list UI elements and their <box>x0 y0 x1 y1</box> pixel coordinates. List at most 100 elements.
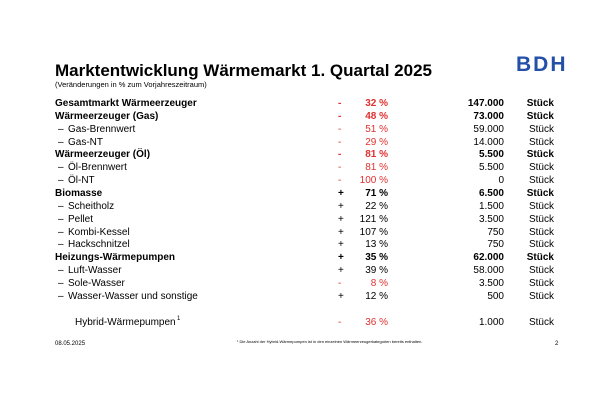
row-label: Biomasse <box>55 187 103 199</box>
unit-count: 6.500 <box>478 187 504 199</box>
logo: BDH <box>516 53 568 76</box>
subtitle: (Veränderungen in % zum Vorjahreszeitrau… <box>55 80 207 89</box>
change-percent: 48 % <box>365 110 388 122</box>
change-sign: + <box>338 252 344 264</box>
change-percent: 71 % <box>365 187 388 199</box>
row-label: Hackschnitzel <box>68 239 130 251</box>
unit-count: 1.000 <box>478 317 504 328</box>
change-percent: 12 % <box>365 290 388 302</box>
row-dash: – <box>58 226 64 238</box>
unit: Stück <box>526 252 554 264</box>
unit-count: 1.500 <box>478 200 504 212</box>
change-sign: - <box>338 110 342 122</box>
unit: Stück <box>528 290 554 302</box>
row-label: Wasser-Wasser und sonstige <box>68 290 198 302</box>
change-percent: 8 % <box>370 277 388 289</box>
unit: Stück <box>526 110 554 122</box>
unit-count: 750 <box>487 226 504 238</box>
change-sign: + <box>338 239 344 251</box>
row-label: Wärmeerzeuger (Gas) <box>55 110 159 122</box>
footnote: ¹ Die Anzahl der Hybrid-Wärmepumpen ist … <box>237 339 423 344</box>
row-dash: – <box>58 175 64 187</box>
row-dash: – <box>58 277 64 289</box>
row-dash: – <box>58 162 64 174</box>
row-label: Öl-Brennwert <box>68 162 127 174</box>
unit-count: 3.500 <box>478 277 504 289</box>
unit: Stück <box>528 265 554 277</box>
unit-count: 0 <box>498 175 504 187</box>
row-dash: – <box>58 265 64 277</box>
unit-count: 73.000 <box>473 110 504 122</box>
unit: Stück <box>528 239 554 251</box>
change-sign: + <box>338 290 344 302</box>
change-sign: - <box>338 277 342 289</box>
change-percent: 51 % <box>365 123 388 135</box>
unit: Stück <box>526 98 554 109</box>
row-label: Hybrid-Wärmepumpen <box>75 317 176 328</box>
unit-count: 147.000 <box>467 98 504 109</box>
change-sign: - <box>338 317 342 328</box>
unit: Stück <box>528 277 554 289</box>
change-percent: 36 % <box>365 317 388 328</box>
footnote-mark: 1 <box>177 316 181 322</box>
row-label: Gas-NT <box>68 136 103 148</box>
unit: Stück <box>528 317 554 328</box>
change-percent: 100 % <box>359 175 388 187</box>
unit-count: 62.000 <box>473 252 504 264</box>
unit-count: 58.000 <box>473 265 504 277</box>
unit: Stück <box>528 162 554 174</box>
row-label: Gesamtmarkt Wärmeerzeuger <box>55 98 197 109</box>
unit: Stück <box>528 175 554 187</box>
unit-count: 3.500 <box>478 213 504 225</box>
unit: Stück <box>528 123 554 135</box>
unit-count: 500 <box>487 290 504 302</box>
row-label: Wärmeerzeuger (Öl) <box>55 149 151 161</box>
change-sign: - <box>338 175 342 187</box>
change-percent: 81 % <box>365 162 388 174</box>
row-label: Pellet <box>68 213 94 225</box>
row-label: Luft-Wasser <box>68 265 122 277</box>
date: 08.05.2025 <box>55 341 86 347</box>
change-percent: 121 % <box>359 213 388 225</box>
change-percent: 29 % <box>365 136 388 148</box>
row-dash: – <box>58 200 64 212</box>
unit-count: 14.000 <box>473 136 504 148</box>
row-dash: – <box>58 213 64 225</box>
row-dash: – <box>58 136 64 148</box>
row-dash: – <box>58 239 64 251</box>
unit: Stück <box>526 149 554 161</box>
row-dash: – <box>58 123 64 135</box>
change-sign: - <box>338 123 342 135</box>
change-percent: 39 % <box>365 265 388 277</box>
row-label: Öl-NT <box>68 175 95 187</box>
change-percent: 22 % <box>365 200 388 212</box>
change-sign: - <box>338 136 342 148</box>
unit-count: 750 <box>487 239 504 251</box>
change-sign: - <box>338 149 342 161</box>
change-sign: + <box>338 226 344 238</box>
page-number: 2 <box>555 341 559 347</box>
change-sign: + <box>338 213 344 225</box>
row-label: Scheitholz <box>68 200 115 212</box>
row-label: Heizungs-Wärmepumpen <box>55 252 176 264</box>
unit: Stück <box>526 187 554 199</box>
row-label: Gas-Brennwert <box>68 123 136 135</box>
unit: Stück <box>528 213 554 225</box>
row-dash: – <box>58 290 64 302</box>
change-sign: - <box>338 162 342 174</box>
row-label: Sole-Wasser <box>68 277 125 289</box>
title: Marktentwicklung Wärmemarkt 1. Quartal 2… <box>55 61 432 80</box>
change-sign: - <box>338 98 342 109</box>
change-percent: 81 % <box>365 149 388 161</box>
row-label: Kombi-Kessel <box>68 226 130 238</box>
unit-count: 5.500 <box>478 162 504 174</box>
change-sign: + <box>338 187 344 199</box>
unit-count: 5.500 <box>478 149 504 161</box>
change-percent: 13 % <box>365 239 388 251</box>
change-percent: 107 % <box>359 226 388 238</box>
unit: Stück <box>528 226 554 238</box>
change-percent: 35 % <box>365 252 388 264</box>
change-sign: + <box>338 200 344 212</box>
unit: Stück <box>528 136 554 148</box>
